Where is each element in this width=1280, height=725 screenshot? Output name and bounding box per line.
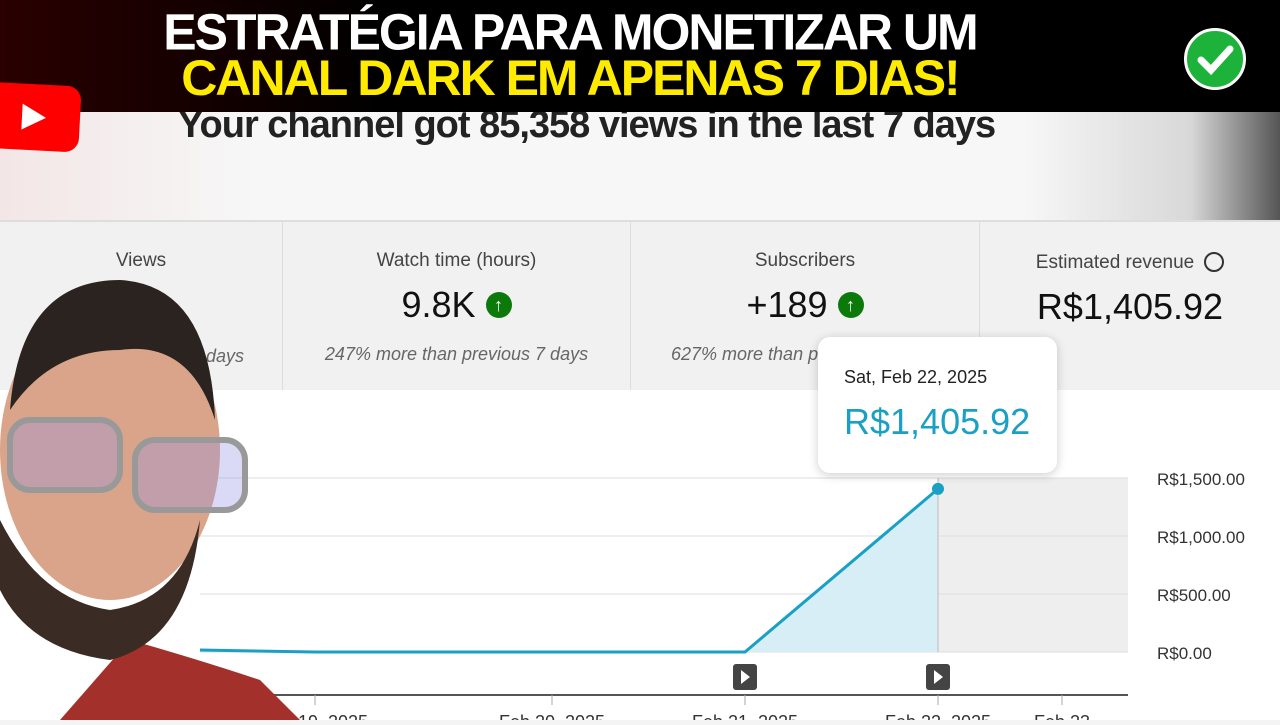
data-point [932, 482, 944, 495]
card-sub: 247% more than previous 7 days [324, 344, 589, 364]
tooltip-amount: R$1,405.92 [844, 401, 1031, 442]
tooltip-date: Sat, Feb 22, 2025 [844, 367, 988, 387]
clock-icon [1204, 252, 1225, 272]
banner-line-1: ESTRATÉGIA PARA MONETIZAR UM [163, 3, 978, 61]
title-banner: ESTRATÉGIA PARA MONETIZAR UM CANAL DARK … [0, 0, 1280, 112]
y-tick-label: R$0.00 [1157, 644, 1212, 663]
card-subscribers[interactable]: Subscribers +189 ↑ 627% more than p [631, 222, 980, 390]
card-value: R$1,405.92 [1036, 286, 1224, 327]
arrow-up-icon: ↑ [837, 292, 864, 318]
play-icon [741, 670, 750, 684]
arrow-up-icon: ↑ [485, 292, 512, 318]
x-tick-label: Feb 23 [1034, 712, 1090, 720]
card-value: 9.8K [401, 284, 476, 325]
checkmark-icon [1184, 28, 1246, 90]
y-tick-label: R$1,500.00 [1157, 470, 1245, 489]
x-tick-label: Feb 22, 2025 [885, 712, 991, 720]
card-title: Views [115, 250, 167, 271]
banner-line-2: CANAL DARK EM APENAS 7 DIAS! [181, 50, 960, 106]
presenter-photo [0, 280, 300, 720]
chart-tooltip: Sat, Feb 22, 2025 R$1,405.92 [818, 337, 1057, 473]
card-watch-time[interactable]: Watch time (hours) 9.8K ↑ 247% more than … [283, 222, 631, 390]
future-region [938, 478, 1128, 652]
card-sub: 627% more than p [671, 344, 819, 364]
card-title: Subscribers [754, 250, 856, 271]
card-value: +189 [746, 284, 828, 325]
revenue-line [199, 487, 939, 654]
x-tick-label: Feb 21, 2025 [692, 712, 798, 720]
play-icon [934, 670, 943, 684]
card-revenue[interactable]: Estimated revenue R$1,405.92 [980, 222, 1280, 390]
card-title: Watch time (hours) [376, 250, 537, 271]
y-tick-label: R$1,000.00 [1157, 528, 1245, 547]
x-tick-label: Feb 20, 2025 [499, 712, 605, 720]
y-tick-label: R$500.00 [1157, 586, 1231, 605]
youtube-logo-icon [0, 81, 82, 153]
card-title: Estimated revenue [1035, 252, 1195, 273]
